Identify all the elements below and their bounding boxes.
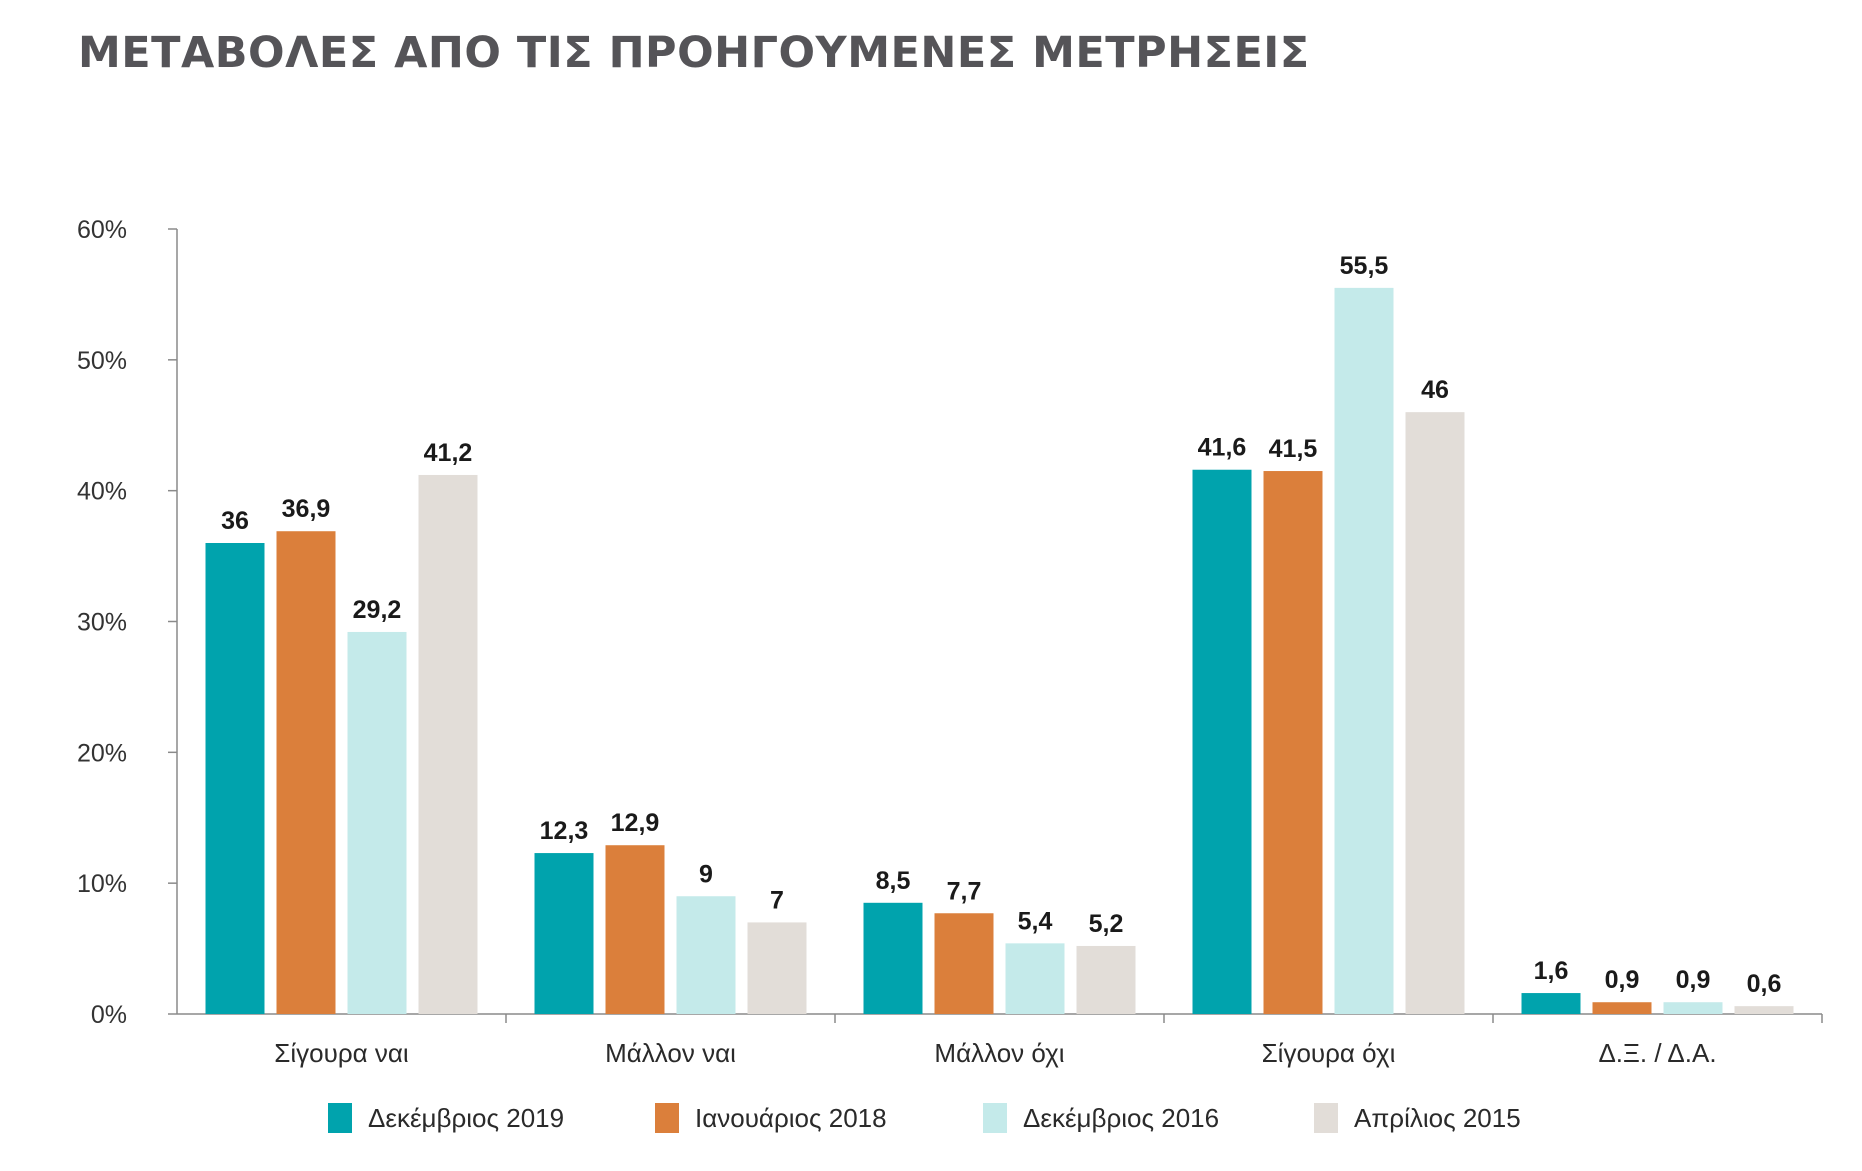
bar: [1663, 1002, 1723, 1014]
legend-swatch: [328, 1103, 352, 1133]
data-label: 29,2: [353, 596, 402, 624]
bar: [676, 896, 736, 1014]
bar: [1005, 943, 1065, 1014]
chart-title: ΜΕΤΑΒΟΛΕΣ ΑΠΟ ΤΙΣ ΠΡΟΗΓΟΥΜΕΝΕΣ ΜΕΤΡΗΣΕΙΣ: [78, 28, 1310, 78]
bar: [1334, 287, 1394, 1014]
data-label: 0,6: [1747, 970, 1782, 998]
data-label: 55,5: [1340, 252, 1389, 280]
data-label: 12,9: [611, 809, 660, 837]
bar: [534, 853, 594, 1014]
data-label: 5,2: [1089, 910, 1124, 938]
y-tick-label: 0%: [91, 1001, 127, 1029]
bar: [1734, 1006, 1794, 1014]
bar: [347, 631, 407, 1014]
axes: 0% 10% 20% 30% 40% 50% 60% Σίγουρα ναι Μάλλον να…: [77, 216, 1823, 1068]
bars: [205, 287, 1794, 1015]
bar: [276, 531, 336, 1014]
data-label: 0,9: [1676, 966, 1711, 994]
legend-label: Απρίλιος 2015: [1354, 1103, 1521, 1133]
data-label: 7: [770, 886, 784, 914]
x-category-label: Σίγουρα όχι: [1262, 1038, 1396, 1068]
y-tick-label: 10%: [77, 870, 127, 898]
bar: [747, 922, 807, 1014]
data-label: 41,6: [1198, 434, 1247, 462]
legend-label: Δεκέμβριος 2019: [368, 1103, 564, 1133]
data-label: 46: [1421, 376, 1449, 404]
bar: [1592, 1002, 1652, 1014]
legend: Δεκέμβριος 2019 Ιανουάριος 2018 Δεκέμβριος…: [328, 1103, 1521, 1133]
bar: [1076, 945, 1136, 1014]
y-tick-label: 60%: [77, 216, 127, 244]
bar: [1405, 412, 1465, 1015]
data-label: 41,5: [1269, 435, 1318, 463]
data-label: 36,9: [282, 495, 331, 523]
y-tick-label: 40%: [77, 478, 127, 506]
bar: [863, 902, 923, 1014]
legend-swatch: [1314, 1103, 1338, 1133]
y-tick-label: 50%: [77, 347, 127, 375]
data-label: 8,5: [876, 867, 911, 895]
legend-swatch: [655, 1103, 679, 1133]
legend-label: Ιανουάριος 2018: [695, 1103, 887, 1133]
data-label: 1,6: [1534, 957, 1569, 985]
data-label: 12,3: [540, 817, 589, 845]
legend-label: Δεκέμβριος 2016: [1023, 1103, 1219, 1133]
x-category-label: Δ.Ξ. / Δ.Α.: [1598, 1038, 1716, 1068]
bar: [418, 474, 478, 1014]
bar: [1521, 993, 1581, 1014]
y-tick-label: 20%: [77, 739, 127, 767]
data-label: 36: [221, 507, 249, 535]
data-label: 5,4: [1018, 907, 1053, 935]
bar: [1263, 471, 1323, 1015]
data-label: 41,2: [424, 439, 473, 467]
x-category-label: Μάλλον όχι: [934, 1038, 1064, 1068]
legend-swatch: [983, 1103, 1007, 1133]
bar: [934, 913, 994, 1014]
data-label: 7,7: [947, 877, 982, 905]
x-category-label: Σίγουρα ναι: [274, 1038, 409, 1068]
bar: [605, 845, 665, 1014]
bar: [205, 543, 265, 1014]
bar: [1192, 469, 1252, 1014]
data-label: 0,9: [1605, 966, 1640, 994]
data-label: 9: [699, 860, 713, 888]
x-category-label: Μάλλον ναι: [605, 1038, 736, 1068]
y-tick-label: 30%: [77, 609, 127, 637]
value-labels: 36 36,9 29,2 41,2 12,3 12,9 9 7 8,5 7,7 5,4 5,2 41,6…: [221, 252, 1781, 998]
